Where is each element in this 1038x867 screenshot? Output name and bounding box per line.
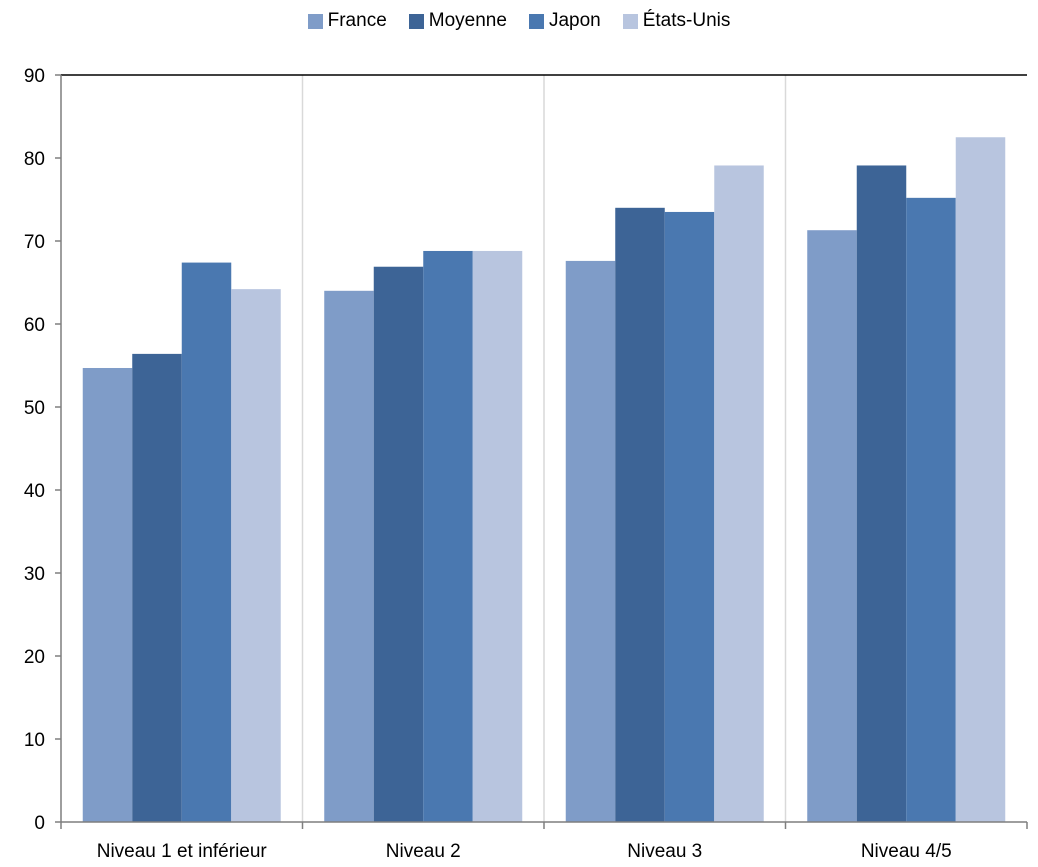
bar [83, 368, 133, 822]
bar [906, 198, 956, 822]
bar [956, 137, 1006, 822]
bar [182, 263, 232, 822]
bar [423, 251, 473, 822]
bar [566, 261, 616, 822]
y-tick-label: 30 [24, 564, 45, 585]
bar [807, 230, 857, 822]
bar [324, 291, 374, 822]
bar [132, 354, 182, 822]
bar [665, 212, 715, 822]
bar [857, 165, 907, 822]
y-tick-label: 70 [24, 232, 45, 253]
y-tick-label: 50 [24, 398, 45, 419]
bar [615, 208, 665, 822]
bar [231, 289, 281, 822]
y-tick-label: 60 [24, 315, 45, 336]
y-tick-label: 80 [24, 149, 45, 170]
x-tick-label: Niveau 3 [627, 841, 702, 862]
y-tick-label: 40 [24, 481, 45, 502]
y-tick-label: 0 [34, 813, 45, 834]
y-tick-label: 90 [24, 66, 45, 87]
x-tick-label: Niveau 4/5 [861, 841, 952, 862]
bar [473, 251, 523, 822]
x-tick-label: Niveau 2 [386, 841, 461, 862]
y-tick-label: 10 [24, 730, 45, 751]
x-tick-label: Niveau 1 et inférieur [97, 841, 268, 862]
bar [374, 267, 424, 822]
bar [714, 165, 764, 822]
y-tick-label: 20 [24, 647, 45, 668]
